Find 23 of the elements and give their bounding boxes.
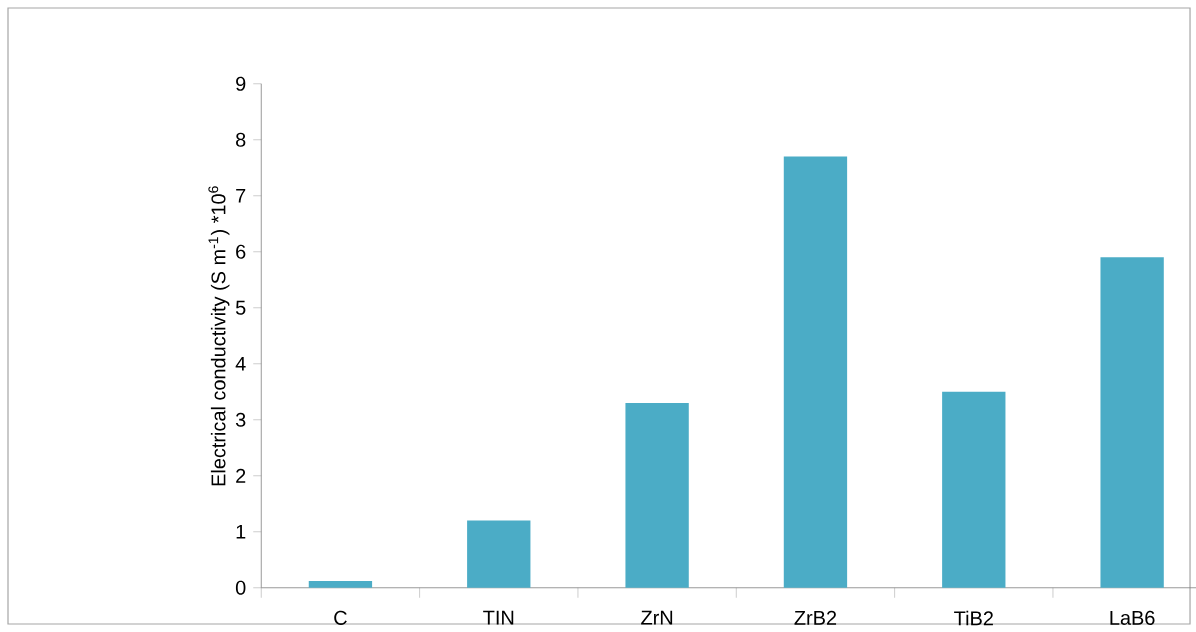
y-tick-label: 7 bbox=[236, 188, 246, 203]
bar bbox=[1100, 257, 1164, 588]
y-tick-label: 3 bbox=[235, 412, 246, 427]
bar bbox=[308, 581, 373, 588]
x-tick-label: C bbox=[334, 610, 347, 625]
y-tick-label: 6 bbox=[236, 244, 246, 259]
y-tick-label: 9 bbox=[236, 76, 246, 91]
x-tick-label: TIN bbox=[483, 610, 514, 625]
y-tick-label: 2 bbox=[236, 468, 246, 483]
y-axis-title: Electrical conductivity (S m$^{-1}$) *10$^{6}$ bbox=[208, 186, 230, 486]
bar bbox=[625, 402, 689, 588]
x-tick-label: TiB2 bbox=[954, 610, 993, 626]
bar bbox=[467, 520, 531, 588]
bar bbox=[942, 391, 1006, 588]
x-tick-label: ZrB2 bbox=[794, 610, 837, 625]
bar bbox=[783, 156, 848, 588]
x-tick-label: LaB6 bbox=[1110, 610, 1155, 625]
x-tick-label: ZrN bbox=[641, 610, 673, 625]
y-tick-label: 5 bbox=[235, 300, 246, 315]
y-tick-label: 0 bbox=[235, 580, 246, 595]
y-tick-label: 8 bbox=[236, 132, 246, 147]
y-tick-label: 1 bbox=[236, 524, 246, 539]
y-tick-label: 4 bbox=[235, 356, 246, 371]
